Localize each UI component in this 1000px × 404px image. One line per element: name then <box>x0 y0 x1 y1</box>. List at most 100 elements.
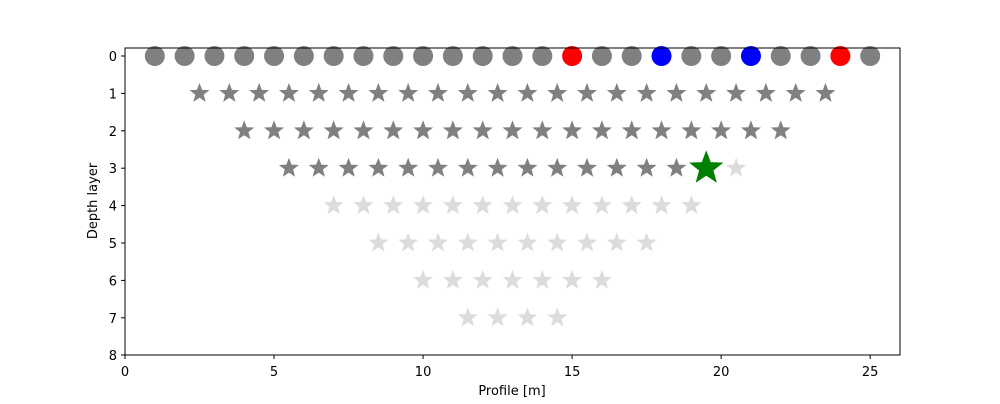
electrode-point <box>740 46 761 66</box>
electrode-point <box>800 46 821 66</box>
datapoint-star <box>368 232 389 252</box>
datapoint-star <box>651 195 672 215</box>
datapoint-star <box>189 82 210 102</box>
datapoint-star <box>442 195 463 215</box>
datapoint-star <box>457 82 478 102</box>
x-tick-label: 10 <box>415 365 432 380</box>
datapoint-star <box>591 120 612 140</box>
datapoint-star <box>651 120 672 140</box>
datapoint-star <box>532 269 553 289</box>
datapoint-star <box>711 120 732 140</box>
electrode-point <box>353 46 374 66</box>
datapoint-star <box>815 82 836 102</box>
y-axis-label: Depth layer <box>86 162 101 239</box>
electrode-point <box>651 46 672 66</box>
datapoint-star <box>427 157 448 177</box>
selected-datapoint-star <box>689 150 724 183</box>
datapoint-star <box>502 195 523 215</box>
datapoint-star <box>457 232 478 252</box>
datapoint-star <box>234 120 255 140</box>
x-axis-ticks: 0 5 10 15 20 25 <box>121 355 878 380</box>
datapoint-star <box>457 157 478 177</box>
datapoint-star <box>726 82 747 102</box>
axes-frame <box>124 47 901 356</box>
datapoint-star <box>427 82 448 102</box>
electrode-point <box>174 46 195 66</box>
datapoint-star <box>755 82 776 102</box>
datapoint-star <box>726 157 747 177</box>
datapoint-star <box>308 157 329 177</box>
datapoint-star <box>368 157 389 177</box>
datapoint-star <box>517 307 538 327</box>
datapoint-star <box>502 120 523 140</box>
electrode-point <box>770 46 791 66</box>
datapoint-star <box>413 195 434 215</box>
datapoint-star <box>606 232 627 252</box>
datapoint-star <box>278 82 299 102</box>
datapoint-star <box>487 157 508 177</box>
datapoint-star <box>517 232 538 252</box>
electrode-point <box>204 46 225 66</box>
datapoint-star <box>442 269 463 289</box>
datapoint-star <box>577 232 598 252</box>
electrode-point <box>502 46 523 66</box>
datapoint-star <box>472 195 493 215</box>
electrode-point <box>562 46 583 66</box>
datapoint-star <box>323 120 344 140</box>
y-tick-label: 0 <box>109 50 117 65</box>
y-tick-label: 8 <box>109 349 117 364</box>
electrode-point <box>442 46 463 66</box>
datapoint-star <box>785 82 806 102</box>
y-tick-label: 7 <box>109 312 117 327</box>
datapoint-star <box>487 82 508 102</box>
datapoint-star <box>398 157 419 177</box>
datapoint-star <box>547 232 568 252</box>
datapoint-star <box>562 269 583 289</box>
datapoint-star <box>621 120 642 140</box>
x-tick-label: 0 <box>121 365 129 380</box>
electrode-point <box>234 46 255 66</box>
datapoint-star <box>562 195 583 215</box>
datapoint-star <box>517 82 538 102</box>
datapoint-star <box>696 82 717 102</box>
datapoint-star <box>472 120 493 140</box>
electrode-point <box>860 46 881 66</box>
datapoint-star <box>383 195 404 215</box>
electrode-point <box>264 46 285 66</box>
datapoint-star <box>740 120 761 140</box>
electrode-point <box>323 46 344 66</box>
datapoint-star <box>442 120 463 140</box>
datapoint-star <box>353 195 374 215</box>
datapoint-star <box>636 157 657 177</box>
datapoint-star <box>487 232 508 252</box>
datapoint-star <box>338 157 359 177</box>
datapoint-star <box>502 269 523 289</box>
datapoint-star <box>517 157 538 177</box>
datapoint-star <box>219 82 240 102</box>
datapoint-star <box>547 157 568 177</box>
plot-marks <box>144 46 881 327</box>
datapoint-star <box>666 157 687 177</box>
datapoint-star <box>532 195 553 215</box>
electrode-point <box>144 46 165 66</box>
datapoint-star <box>308 82 329 102</box>
datapoint-star <box>249 82 270 102</box>
datapoint-star <box>457 307 478 327</box>
datapoint-star <box>487 307 508 327</box>
datapoint-star <box>577 157 598 177</box>
datapoint-star <box>547 82 568 102</box>
datapoint-star <box>293 120 314 140</box>
datapoint-star <box>562 120 583 140</box>
datapoint-star <box>636 232 657 252</box>
x-axis-label: Profile [m] <box>478 384 545 399</box>
datapoint-star <box>353 120 374 140</box>
datapoint-star <box>591 269 612 289</box>
datapoint-star <box>591 195 612 215</box>
datapoint-star <box>532 120 553 140</box>
datapoint-star <box>472 269 493 289</box>
datapoint-star <box>636 82 657 102</box>
electrode-point <box>591 46 612 66</box>
electrode-point <box>413 46 434 66</box>
electrode-point <box>681 46 702 66</box>
